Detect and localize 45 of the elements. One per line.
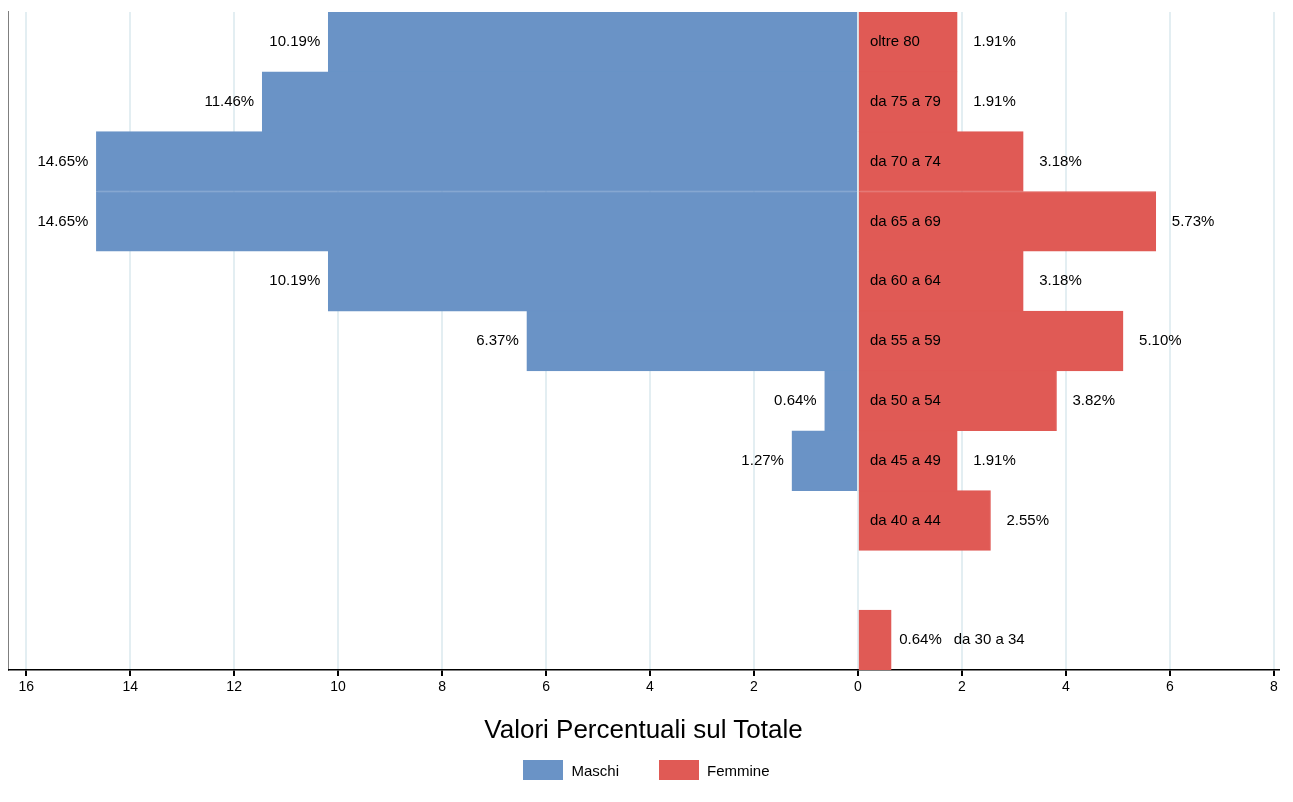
x-tick-label: 10 bbox=[330, 678, 347, 695]
x-tick-label: 2 bbox=[750, 678, 759, 695]
y-tick-label: da 60 a 64 bbox=[869, 271, 941, 289]
x-tick-label: 0 bbox=[854, 678, 863, 695]
y-tick-label: da 55 a 59 bbox=[869, 331, 941, 349]
y-tick-label: da 65 a 69 bbox=[869, 211, 941, 229]
data-label: 6.37% bbox=[476, 331, 519, 349]
x-tick-label: 6 bbox=[1165, 678, 1174, 695]
data-label: 14.65% bbox=[37, 151, 89, 169]
x-tick-label: 16 bbox=[18, 678, 35, 695]
x-tick-label: 8 bbox=[1269, 678, 1278, 695]
data-label: 10.19% bbox=[269, 271, 321, 289]
data-label: 0.64% bbox=[899, 630, 942, 648]
y-tick-label: da 50 a 54 bbox=[869, 390, 941, 408]
y-tick-label: da 30 a 34 bbox=[953, 630, 1025, 648]
x-tick-label: 2 bbox=[958, 678, 966, 695]
data-label: 11.46% bbox=[204, 91, 255, 109]
data-label: 5.73% bbox=[1171, 211, 1215, 229]
legend-label: Maschi bbox=[571, 761, 619, 779]
data-label: 2.55% bbox=[1006, 510, 1050, 528]
data-label: 1.91% bbox=[973, 91, 1016, 109]
legend-label: Femmine bbox=[707, 761, 770, 779]
bar bbox=[858, 609, 892, 670]
y-tick-label: da 40 a 44 bbox=[869, 510, 941, 528]
x-axis-title: Valori Percentuali sul Totale bbox=[484, 713, 803, 744]
data-label: 10.19% bbox=[269, 32, 321, 50]
y-tick-label: da 75 a 79 bbox=[869, 91, 941, 109]
data-label: 0.64% bbox=[774, 390, 817, 408]
data-label: 3.18% bbox=[1039, 271, 1082, 289]
x-tick-label: 6 bbox=[542, 678, 551, 695]
data-label: 1.27% bbox=[741, 450, 784, 468]
data-label: 14.65% bbox=[37, 211, 89, 229]
data-label: 1.91% bbox=[973, 32, 1016, 50]
x-tick-label: 12 bbox=[226, 678, 243, 695]
x-tick-label: 14 bbox=[122, 678, 139, 695]
data-label: 5.10% bbox=[1139, 331, 1182, 349]
y-tick-label: da 70 a 74 bbox=[869, 151, 941, 169]
data-label: 3.82% bbox=[1072, 390, 1116, 408]
x-tick-label: 8 bbox=[438, 678, 447, 695]
x-tick-label: 4 bbox=[1061, 678, 1070, 695]
data-label: 1.91% bbox=[973, 450, 1016, 468]
data-label: 3.18% bbox=[1039, 151, 1082, 169]
x-tick-label: 4 bbox=[646, 678, 655, 695]
y-tick-label: da 45 a 49 bbox=[869, 450, 941, 468]
y-tick-label: oltre 80 bbox=[869, 32, 920, 50]
